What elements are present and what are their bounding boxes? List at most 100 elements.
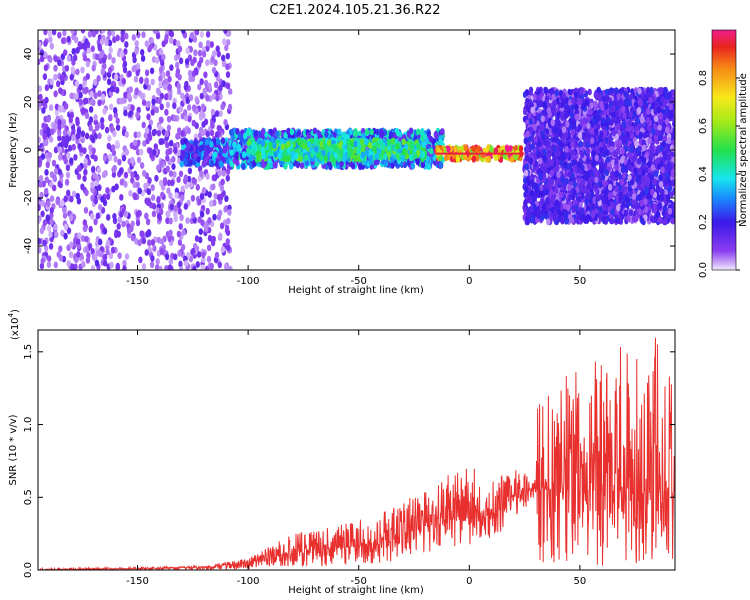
spectrogram-cell [155,32,161,40]
spectrogram-cell [218,160,223,168]
spectrogram-cell [384,160,389,168]
spectrogram-cell [92,78,98,86]
spectrogram-cell [43,40,48,47]
spectrogram-cell [198,236,203,244]
spectrogram-cell [179,160,184,168]
spectrogram-cell [395,129,401,137]
spectrogram-cell [83,158,88,165]
spectrogram-cell [149,261,155,269]
spectrogram-cell [155,207,160,215]
spectrogram-cell [91,147,96,155]
spectrogram-cell [256,153,261,161]
spectrogram-cell [213,81,219,89]
spectrogram-cell [136,31,141,39]
spectrogram-cell [46,225,52,232]
spectrogram-cell [222,146,228,154]
spectrogram-cell [166,115,172,123]
spectrogram-cell [69,195,74,203]
spectrogram-cell [122,60,128,68]
spectrogram-cell [151,210,157,218]
spectrogram-cells [38,30,675,270]
spectrogram-cell [205,207,210,215]
spectrogram-cell [112,213,117,220]
spectrogram-cell [110,30,116,37]
spectrogram-cell [54,109,60,116]
spectrogram-cell [185,47,190,55]
spectrogram-cell [152,245,157,252]
spectrogram-cell [177,127,182,135]
spectrogram-cell [132,192,137,200]
spectrogram-cell [199,78,204,86]
spectrogram-cell [124,253,130,260]
spectrogram-cell [61,118,66,126]
spectrogram-cell [102,227,108,235]
spectrogram-cell [123,210,129,218]
spectrogram-region [179,137,233,168]
spectrogram-cell [214,131,220,139]
spectrogram-cell [166,124,172,132]
spectrogram-cell [88,106,94,113]
spectrogram-cell [184,151,189,159]
spectrogram-cell [191,104,197,112]
spectrogram-cell [105,193,111,201]
spectrogram-cell [108,153,113,161]
spectrogram-cell [44,84,50,92]
spectrogram-cell [162,179,168,187]
spectrogram-cell [280,143,285,151]
spectrogram-cell [324,130,329,138]
spectrogram-cell [69,92,74,100]
spectrogram-cell [52,175,57,183]
spectrogram-cell [202,87,207,95]
spectrogram-cell [209,140,214,148]
spectrogram-cell [129,225,134,233]
spectrogram-cell [81,261,86,268]
spectrogram-cell [225,63,230,71]
spectrogram-cell [128,86,133,93]
spectrogram-cell [172,171,177,178]
spectrogram-cell [163,78,168,86]
spectrogram-cell [301,142,306,150]
spectrogram-cell [71,190,77,198]
spectrogram-cell [194,30,200,36]
spectrogram-cell [192,265,197,270]
spectrogram-cell [150,184,155,192]
spectrogram-cell [88,225,93,233]
spectrogram-cell [150,255,155,262]
spectrogram-cell [145,218,151,226]
spectrogram-cell [40,257,45,265]
spectrogram-cell [84,235,89,243]
spectrogram-cell [167,83,172,91]
spectrogram-cell [241,163,246,171]
spectrogram-cell [142,140,147,147]
spectrogram-cell [198,113,204,121]
spectrogram-cell [360,151,366,159]
spectrogram-cell [453,145,458,153]
spectrogram-cell [166,210,171,218]
spectrogram-cell [167,93,173,101]
spectrogram-cell [90,136,96,144]
spectrogram-cell [122,66,128,74]
spectrogram-cell [176,230,182,238]
spectrogram-cell [218,110,223,117]
spectrogram-cell [135,69,140,77]
spectrogram-cell [48,36,53,43]
spectrogram-cell [420,161,426,169]
spectrogram-cell [169,203,175,211]
spectrogram-cell [179,266,184,270]
spectrogram-cell [429,147,434,155]
spectrogram-cell [146,113,151,121]
spectrogram-cell [192,158,197,166]
spectrogram-cell [176,201,182,209]
spectrogram-cell [237,132,242,140]
spectrogram-cell [82,80,87,87]
spectrogram-cell [199,211,205,218]
spectrogram-cell [196,155,201,163]
spectrogram-cell [364,138,369,145]
spectrogram-cell [368,141,373,149]
spectrogram-cell [64,178,70,186]
spectrogram-cell [42,219,48,227]
spectrogram-cell [76,251,81,258]
spectrogram-cell [438,138,443,146]
spectrogram-cell [90,186,95,194]
spectrogram-cell [297,137,302,145]
